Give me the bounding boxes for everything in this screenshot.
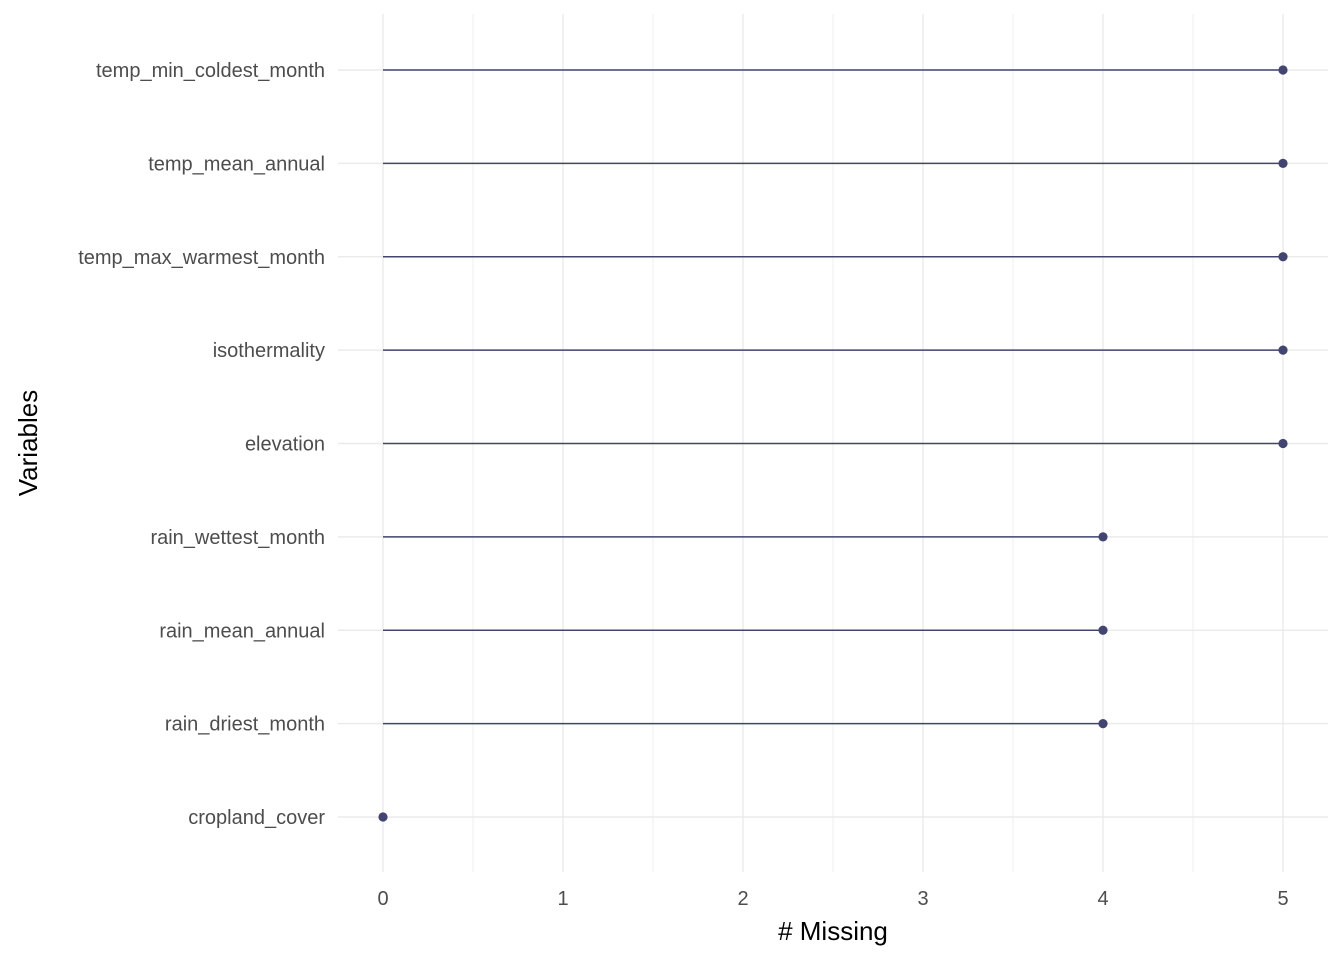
plot-marks <box>378 65 1288 822</box>
y-tick-label: isothermality <box>213 340 325 362</box>
x-axis-title: # Missing <box>778 916 888 946</box>
lollipop-point <box>1098 532 1108 542</box>
x-tick-label: 0 <box>377 888 388 910</box>
x-tick-label: 4 <box>1097 888 1108 910</box>
lollipop-point <box>1278 158 1288 168</box>
x-axis-tick-labels: 0 1 2 3 4 5 <box>377 888 1288 910</box>
lollipop-point <box>1278 65 1288 75</box>
lollipop-point <box>1278 438 1288 449</box>
y-tick-label: rain_mean_annual <box>159 620 325 642</box>
x-tick-label: 1 <box>557 888 568 910</box>
y-tick-label: elevation <box>245 434 325 456</box>
lollipop-point <box>1278 345 1288 355</box>
y-tick-label: cropland_cover <box>188 807 325 829</box>
y-tick-label: rain_driest_month <box>165 714 325 736</box>
lollipop-point <box>1278 252 1288 262</box>
x-tick-label: 2 <box>737 888 748 910</box>
y-tick-label: temp_max_warmest_month <box>78 247 325 269</box>
y-tick-label: rain_wettest_month <box>150 527 325 549</box>
y-tick-label: temp_mean_annual <box>148 153 325 175</box>
lollipop-point <box>378 812 388 822</box>
x-tick-label: 3 <box>917 888 928 910</box>
y-axis-tick-labels: temp_min_coldest_month temp_mean_annualte… <box>78 60 325 829</box>
lollipop-point <box>1098 625 1108 635</box>
y-axis-title: Variables <box>13 390 43 496</box>
x-tick-label: 5 <box>1277 888 1288 910</box>
y-tick-label: temp_min_coldest_month <box>96 60 325 82</box>
lollipop-point <box>1098 719 1108 729</box>
